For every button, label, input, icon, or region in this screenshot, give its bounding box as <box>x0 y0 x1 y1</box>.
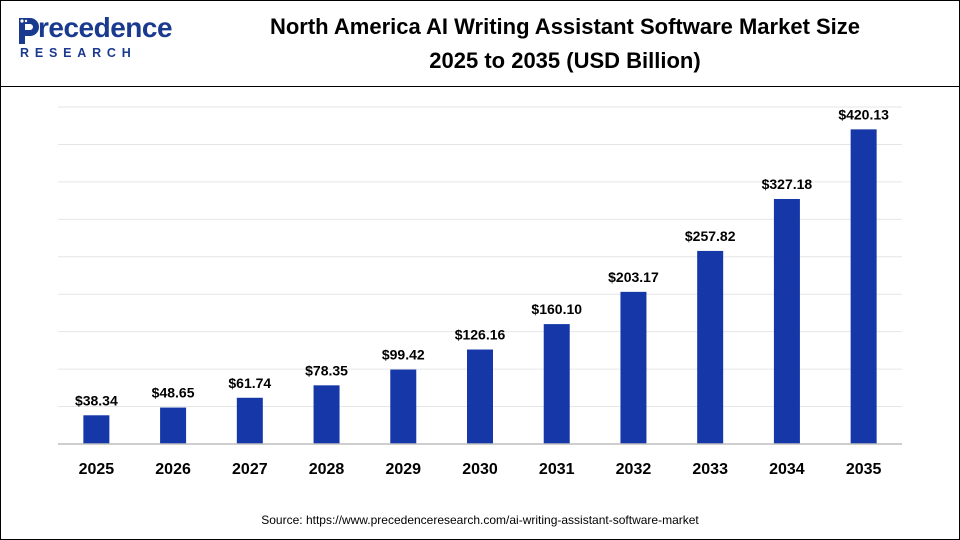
title-line-2: 2025 to 2035 (USD Billion) <box>429 48 701 73</box>
source-note: Source: https://www.precedenceresearch.c… <box>261 513 699 527</box>
value-label-2029: $99.42 <box>382 347 425 363</box>
x-tick-2031: 2031 <box>539 461 575 478</box>
x-tick-2028: 2028 <box>309 461 345 478</box>
brand-logo: recedence RESEARCH <box>16 12 173 72</box>
header: recedence RESEARCH North America AI Writ… <box>0 0 960 87</box>
value-label-2031: $160.10 <box>531 301 582 317</box>
x-tick-2035: 2035 <box>846 461 882 478</box>
x-tick-2034: 2034 <box>769 461 805 478</box>
value-label-2032: $203.17 <box>608 269 659 285</box>
x-tick-2033: 2033 <box>692 461 728 478</box>
bar-2034 <box>773 198 800 444</box>
value-label-2035: $420.13 <box>838 106 889 122</box>
x-tick-2030: 2030 <box>462 461 498 478</box>
value-label-2027: $61.74 <box>228 375 271 391</box>
bar-2033 <box>697 250 724 444</box>
x-tick-labels: 2025 2026 2027 2028 2029 2030 2031 2032 2033 2034… <box>79 461 882 478</box>
bar-2028 <box>313 385 340 444</box>
value-label-2034: $327.18 <box>762 176 813 192</box>
x-tick-2025: 2025 <box>79 461 115 478</box>
value-label-2028: $78.35 <box>305 362 348 378</box>
bar-2026 <box>160 407 187 444</box>
bars <box>83 129 877 444</box>
bar-2035 <box>850 129 877 444</box>
x-tick-2026: 2026 <box>155 461 191 478</box>
value-label-2025: $38.34 <box>75 392 118 408</box>
logo-word: recedence <box>38 12 173 43</box>
bar-2029 <box>390 369 417 444</box>
page-title: North America AI Writing Assistant Softw… <box>170 10 960 78</box>
bar-2030 <box>467 349 493 444</box>
logo-p-icon <box>19 18 39 44</box>
logo-subtitle: RESEARCH <box>20 46 137 60</box>
bar-2032 <box>620 291 647 444</box>
x-tick-2029: 2029 <box>385 461 421 478</box>
value-label-2030: $126.16 <box>455 327 506 343</box>
value-label-2026: $48.65 <box>152 385 195 401</box>
title-line-1: North America AI Writing Assistant Softw… <box>269 14 861 39</box>
x-tick-2027: 2027 <box>232 461 268 478</box>
x-tick-2032: 2032 <box>616 461 652 478</box>
bar-2025 <box>83 415 110 444</box>
bar-2027 <box>236 397 263 444</box>
bar-2031 <box>543 324 570 444</box>
value-label-2033: $257.82 <box>685 228 736 244</box>
value-labels: $38.34 $48.65 $61.74 $78.35 $99.42 $126.16 $16… <box>75 106 889 408</box>
